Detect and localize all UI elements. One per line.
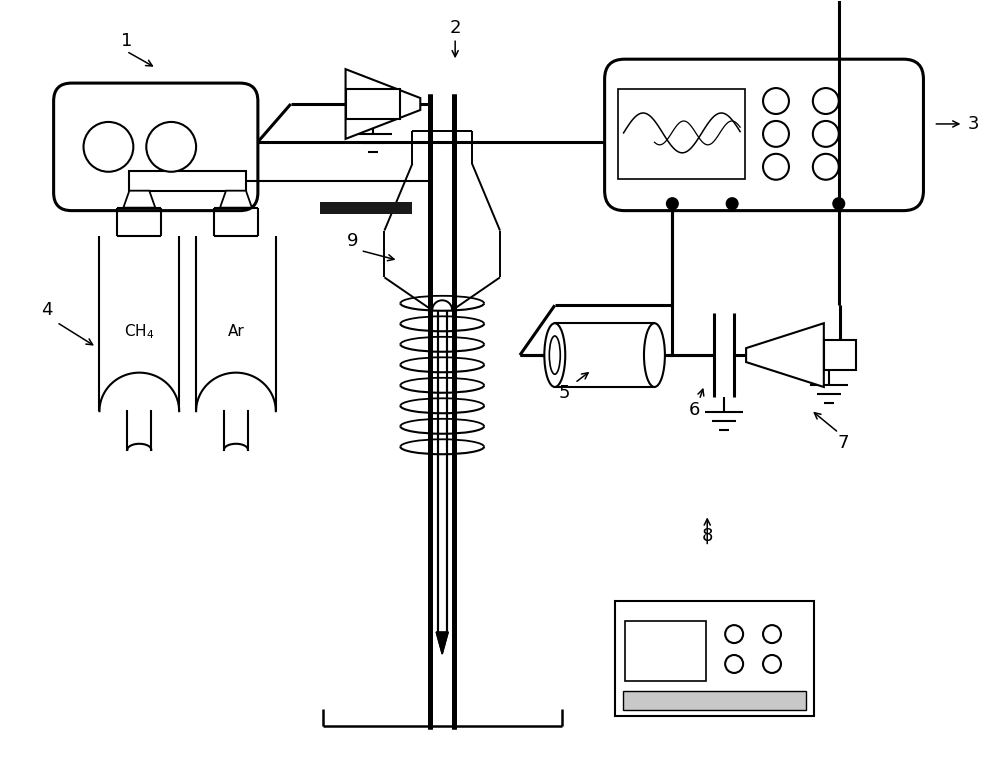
Text: 7: 7 xyxy=(838,434,849,452)
Text: 3: 3 xyxy=(968,115,979,133)
Bar xyxy=(346,89,400,119)
Circle shape xyxy=(833,198,844,209)
Circle shape xyxy=(725,655,743,673)
Polygon shape xyxy=(123,190,155,207)
Ellipse shape xyxy=(549,336,560,374)
Circle shape xyxy=(727,198,738,209)
Circle shape xyxy=(725,625,743,643)
Text: 4: 4 xyxy=(41,301,52,319)
Text: 5: 5 xyxy=(559,384,571,402)
Text: Ar: Ar xyxy=(228,324,244,340)
Polygon shape xyxy=(436,632,448,654)
Circle shape xyxy=(763,121,789,147)
Ellipse shape xyxy=(544,324,565,387)
Bar xyxy=(555,324,654,387)
Circle shape xyxy=(813,154,839,180)
Circle shape xyxy=(813,121,839,147)
Polygon shape xyxy=(346,69,420,139)
Ellipse shape xyxy=(644,324,665,387)
Circle shape xyxy=(763,625,781,643)
Circle shape xyxy=(763,154,789,180)
Circle shape xyxy=(763,88,789,114)
FancyBboxPatch shape xyxy=(605,59,923,210)
Bar xyxy=(824,340,856,370)
Polygon shape xyxy=(436,632,448,654)
Bar xyxy=(615,601,814,716)
Text: 8: 8 xyxy=(702,527,713,545)
Polygon shape xyxy=(220,190,252,207)
Bar xyxy=(625,621,706,681)
Circle shape xyxy=(146,122,196,172)
Bar xyxy=(618,89,745,179)
Text: 9: 9 xyxy=(347,232,358,249)
Circle shape xyxy=(763,655,781,673)
Polygon shape xyxy=(746,324,824,387)
Bar xyxy=(623,691,806,710)
Bar xyxy=(320,202,412,213)
Circle shape xyxy=(84,122,133,172)
Circle shape xyxy=(667,198,678,209)
Bar xyxy=(129,171,246,190)
Text: 6: 6 xyxy=(689,401,700,419)
Text: 2: 2 xyxy=(449,19,461,37)
Text: 1: 1 xyxy=(121,32,132,50)
FancyBboxPatch shape xyxy=(54,83,258,210)
Text: CH$_4$: CH$_4$ xyxy=(124,323,155,341)
Circle shape xyxy=(813,88,839,114)
